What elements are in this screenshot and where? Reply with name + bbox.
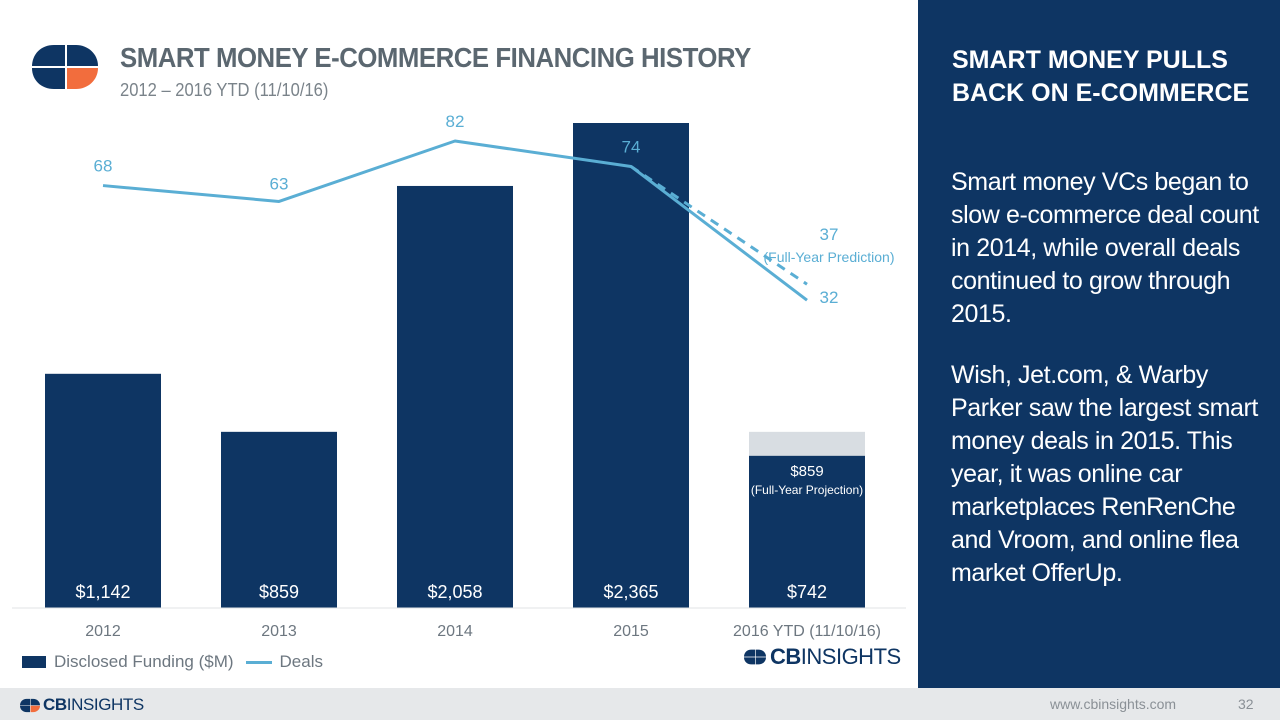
deals-value-label: 82 <box>446 112 465 131</box>
bar-value-label: $2,058 <box>427 582 482 602</box>
deals-value-label: 32 <box>820 288 839 307</box>
deals-prediction-line <box>630 165 808 286</box>
legend-deals-swatch <box>245 660 272 664</box>
deals-prediction-label: 37 <box>820 225 839 244</box>
deals-value-label: 74 <box>622 137 641 156</box>
cb-logo-icon <box>32 45 98 89</box>
deals-value-label: 63 <box>270 174 289 193</box>
funding-bar <box>573 123 689 608</box>
footer-bar: CBINSIGHTS www.cbinsights.com 32 <box>0 688 1280 720</box>
panel-heading: SMART MONEY PULLS BACK ON E-COMMERCE <box>952 46 1250 107</box>
insight-panel: SMART MONEY PULLS BACK ON E-COMMERCE Sma… <box>918 0 1280 688</box>
chart-subtitle: 2012 – 2016 YTD (11/10/16) <box>120 80 329 100</box>
funding-deals-chart: $1,142 $859 $2,058 $2,365 $742 2012 2013 2014 20… <box>12 112 906 640</box>
panel-paragraph-2: Wish, Jet.com, & Warby Parker saw the la… <box>951 361 1258 587</box>
deals-prediction-note: (Full-Year Prediction) <box>764 249 895 265</box>
x-tick-label: 2013 <box>261 623 297 640</box>
footer-url-link[interactable]: www.cbinsights.com <box>1050 696 1177 712</box>
bar-value-label: $2,365 <box>603 582 658 602</box>
footer-brand-text: CBINSIGHTS <box>43 695 144 714</box>
labels-layer: $1,142 $859 $2,058 $2,365 $742 2012 2013 2014 20… <box>75 112 894 640</box>
chart-brand-text: CBINSIGHTS <box>770 644 901 669</box>
projection-note: (Full-Year Projection) <box>751 483 863 497</box>
projection-value-label: $859 <box>790 463 823 480</box>
x-tick-label: 2012 <box>85 623 121 640</box>
deals-line <box>102 139 808 302</box>
chart-title: SMART MONEY E-COMMERCE FINANCING HISTORY <box>120 42 751 73</box>
legend-deals-label: Deals <box>279 652 323 671</box>
cb-mark-icon <box>744 649 766 665</box>
x-tick-label: 2014 <box>437 623 473 640</box>
bar-value-label: $1,142 <box>75 582 130 602</box>
funding-bar <box>45 373 161 608</box>
deals-value-label: 68 <box>94 157 113 176</box>
funding-bar <box>221 431 337 608</box>
funding-bar <box>749 455 865 608</box>
chart-legend: Disclosed Funding ($M) Deals <box>22 652 323 672</box>
page-number: 32 <box>1238 696 1254 712</box>
bars-layer <box>45 123 865 609</box>
x-tick-label: 2015 <box>613 623 649 640</box>
legend-funding-label: Disclosed Funding ($M) <box>54 652 234 671</box>
footer-cb-mark-icon <box>20 698 40 712</box>
legend-funding-swatch <box>22 656 46 668</box>
footer-brand-logo: CBINSIGHTS <box>20 695 144 715</box>
panel-paragraph-1: Smart money VCs began to slow e-commerce… <box>951 168 1259 328</box>
line-layer <box>102 139 808 302</box>
bar-value-label: $859 <box>259 582 299 602</box>
chart-brand-logo: CBINSIGHTS <box>744 644 901 670</box>
funding-bar <box>397 185 513 609</box>
bar-value-label: $742 <box>787 582 827 602</box>
x-tick-label: 2016 YTD (11/10/16) <box>733 623 881 640</box>
